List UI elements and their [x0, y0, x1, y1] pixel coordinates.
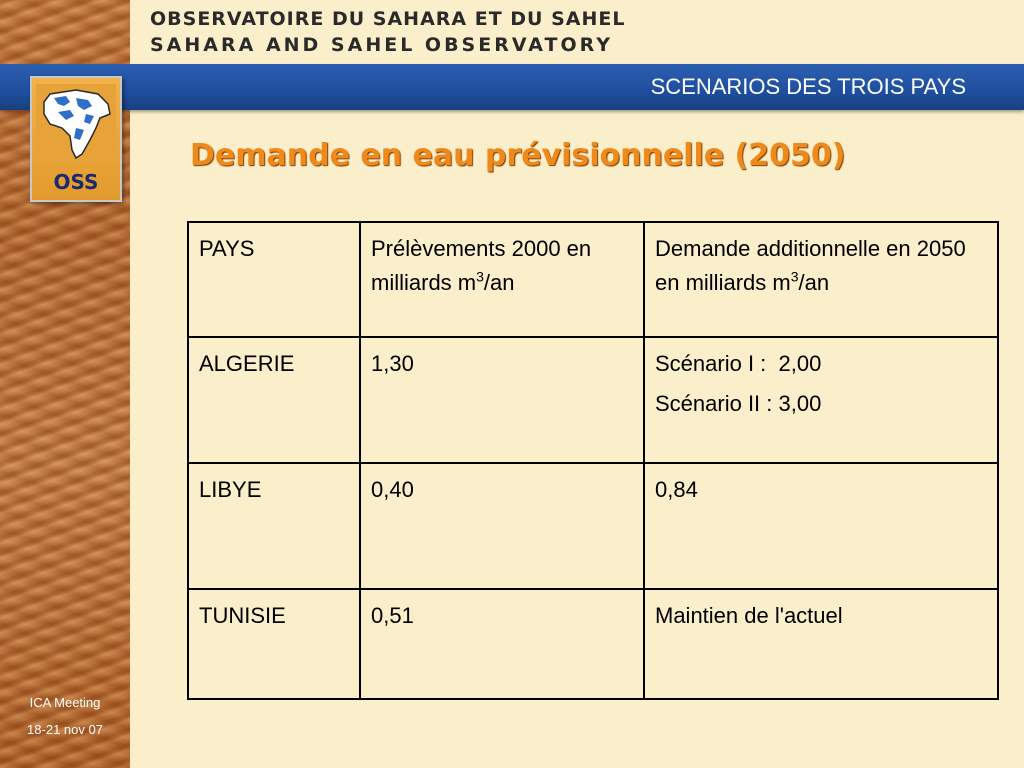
header-demande: Demande additionnelle en 2050 en milliar… — [643, 221, 999, 338]
table-header-row: PAYS Prélèvements 2000 en milliards m3/a… — [187, 221, 999, 338]
header-demande-label: Demande additionnelle en 2050 en milliar… — [655, 236, 966, 295]
table-row: ALGERIE 1,30 Scénario I : 2,00 Scénario … — [187, 336, 999, 464]
logo-text: OSS — [53, 170, 99, 194]
cell-prelevements: 0,51 — [359, 588, 645, 700]
header-prelevements-label: Prélèvements 2000 en milliards m — [371, 236, 592, 295]
header-demande-unit: /an — [798, 270, 830, 295]
cell-demande: 0,84 — [643, 462, 999, 590]
organization-title: OBSERVATOIRE DU SAHARA ET DU SAHEL SAHAR… — [150, 6, 1010, 58]
cell-demande-scenario-2: Scénario II : 3,00 — [655, 391, 822, 416]
footer-event: ICA Meeting — [29, 695, 101, 710]
cell-demande-scenario-1: Scénario I : 2,00 — [655, 351, 822, 376]
header-demande-sup: 3 — [790, 268, 799, 285]
cell-demande: Scénario I : 2,00 Scénario II : 3,00 — [643, 336, 999, 464]
water-demand-table: PAYS Prélèvements 2000 en milliards m3/a… — [187, 221, 999, 700]
table-row: LIBYE 0,40 0,84 — [187, 462, 999, 590]
cell-pays: TUNISIE — [187, 588, 361, 700]
header-prelevements-sup: 3 — [476, 268, 484, 285]
cell-pays: ALGERIE — [187, 336, 361, 464]
cell-prelevements: 0,40 — [359, 462, 645, 590]
cell-pays: LIBYE — [187, 462, 361, 590]
section-title: SCENARIOS DES TROIS PAYS — [650, 74, 966, 99]
oss-logo: OSS — [30, 76, 122, 202]
header-pays-label: PAYS — [199, 236, 255, 261]
header-prelevements-unit: /an — [483, 270, 515, 295]
header-pays: PAYS — [187, 221, 361, 338]
africa-map-icon — [36, 84, 116, 164]
cell-demande: Maintien de l'actuel — [643, 588, 999, 700]
section-band: SCENARIOS DES TROIS PAYS — [0, 64, 1024, 110]
slide-title: Demande en eau prévisionnelle (2050) — [190, 138, 846, 173]
cell-prelevements: 1,30 — [359, 336, 645, 464]
header-prelevements: Prélèvements 2000 en milliards m3/an — [359, 221, 645, 338]
organization-title-fr: OBSERVATOIRE DU SAHARA ET DU SAHEL — [150, 8, 626, 30]
organization-title-en: SAHARA AND SAHEL OBSERVATORY — [150, 34, 613, 56]
table-row: TUNISIE 0,51 Maintien de l'actuel — [187, 588, 999, 700]
footer-date: 18-21 nov 07 — [27, 722, 103, 737]
